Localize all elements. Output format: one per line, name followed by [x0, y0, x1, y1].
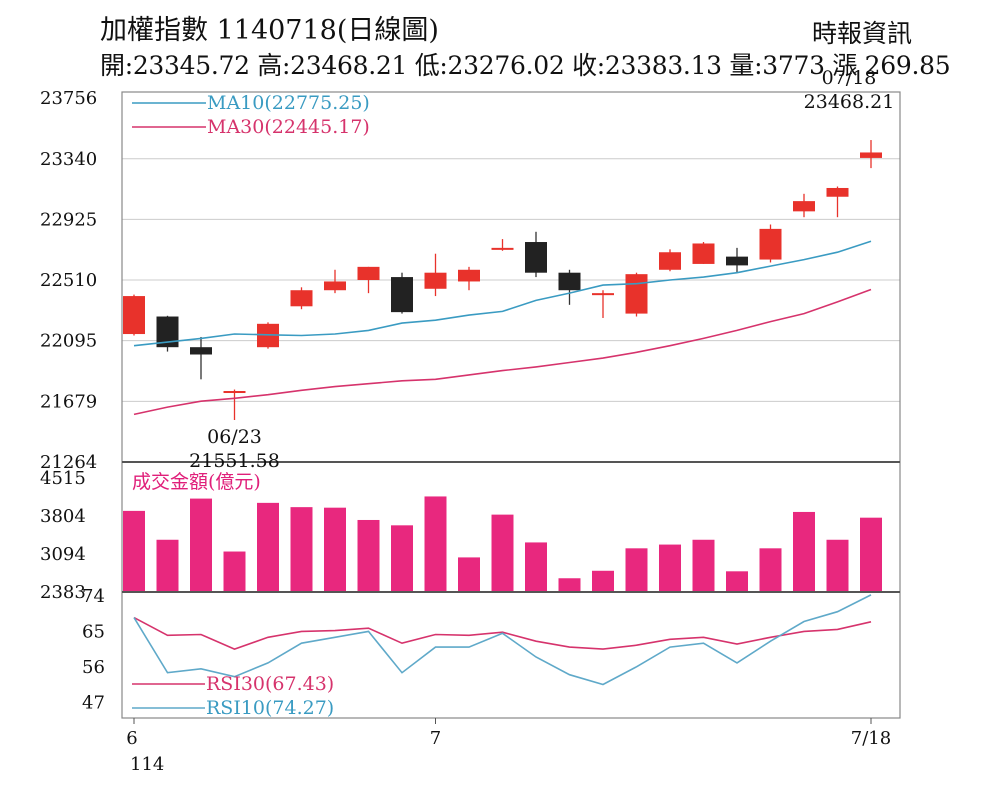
candle-body — [692, 243, 715, 264]
volume-panel-label: 成交金額(億元) — [132, 471, 261, 493]
rsi30-line — [133, 616, 872, 650]
candle-body — [592, 293, 614, 296]
price-panel — [123, 140, 882, 420]
volume-bar — [391, 525, 413, 592]
volume-bar — [860, 517, 882, 592]
candle-body — [357, 266, 380, 280]
candle-body — [391, 277, 413, 313]
volume-bar — [793, 511, 815, 592]
candle-body — [558, 272, 581, 291]
candle-annotation: 21551.58 — [189, 450, 280, 472]
price-tick-label: 23340 — [40, 149, 97, 170]
candle-body — [223, 391, 246, 394]
volume-bar — [424, 496, 447, 592]
candle-annotation: 23468.21 — [804, 91, 895, 113]
volume-bar — [458, 557, 480, 592]
volume-bar — [525, 542, 547, 592]
chart-frame — [121, 91, 901, 719]
frame-layer — [121, 91, 901, 724]
candle-body — [491, 247, 514, 250]
volume-tick-label: 3094 — [40, 544, 86, 565]
volume-bar — [257, 502, 279, 592]
candle-annotation: 07/18 — [822, 67, 877, 89]
rsi-panel — [133, 594, 872, 686]
candle-body — [860, 152, 882, 158]
volume-bar — [759, 548, 782, 592]
candle-body — [659, 252, 681, 270]
price-tick-label: 23756 — [40, 88, 97, 109]
candle-body — [525, 242, 547, 273]
candle-body — [123, 296, 145, 335]
volume-bar — [625, 548, 648, 592]
price-tick-label: 22925 — [40, 209, 97, 230]
price-tick-label: 22510 — [40, 270, 97, 291]
rsi-tick-label: 56 — [82, 657, 105, 678]
ohlc-summary: 開:23345.72 高:23468.21 低:23276.02 收:23383… — [100, 51, 951, 80]
volume-bar — [156, 539, 179, 592]
volume-tick-label: 2383 — [40, 582, 86, 603]
volume-bar — [726, 571, 748, 592]
candle-body — [156, 316, 179, 348]
text-layer: 21264 21679 22095 22510 22925 23340 23756 MA10(… — [40, 67, 894, 775]
volume-bar — [659, 544, 681, 592]
candle-body — [190, 347, 212, 355]
rsi-tick-label: 65 — [82, 621, 105, 642]
ma10-legend-label: MA10(22775.25) — [207, 92, 370, 114]
rsi-tick-label: 74 — [82, 586, 105, 607]
rsi-tick-label: 47 — [82, 692, 105, 713]
rsi30-legend-label: RSI30(67.43) — [206, 673, 334, 695]
ma30-line — [133, 288, 872, 416]
candle-body — [793, 201, 815, 212]
volume-bar — [558, 578, 581, 592]
volume-bar — [324, 507, 346, 592]
candle-body — [625, 274, 648, 314]
volume-panel — [123, 496, 882, 592]
price-tick-label: 21264 — [40, 452, 97, 473]
x-tick-label: 7/18 — [851, 728, 891, 749]
candle-body — [726, 256, 748, 266]
volume-bar — [190, 498, 212, 592]
candle-annotation: 06/23 — [207, 426, 262, 448]
volume-bar — [123, 510, 145, 592]
volume-bar — [290, 507, 313, 592]
candle-body — [458, 269, 480, 282]
candle-body — [826, 187, 849, 197]
candle-body — [759, 228, 782, 260]
grid-layer — [122, 158, 900, 402]
ma30-legend-label: MA30(22445.17) — [207, 116, 370, 138]
source-label: 時報資訊 — [811, 19, 912, 48]
x-tick-label: 6 — [126, 728, 137, 749]
volume-bar — [357, 519, 380, 592]
rsi10-line — [133, 594, 872, 686]
x-axis-year-label: 114 — [130, 754, 164, 775]
volume-bar — [491, 514, 514, 592]
price-tick-label: 21679 — [40, 391, 97, 412]
price-tick-label: 22095 — [40, 331, 97, 352]
candle-body — [324, 281, 346, 291]
x-tick-label: 7 — [430, 728, 441, 749]
volume-tick-label: 3804 — [40, 506, 86, 527]
chart-title: 加權指數 1140718(日線圖) — [100, 15, 439, 46]
volume-bar — [223, 551, 246, 592]
volume-bar — [692, 539, 715, 592]
candle-body — [290, 290, 313, 307]
rsi10-legend-label: RSI10(74.27) — [206, 697, 334, 719]
volume-tick-label: 4515 — [40, 468, 86, 489]
volume-bar — [826, 539, 849, 592]
volume-bar — [592, 570, 614, 592]
candle-body — [424, 272, 447, 289]
ma10-line — [133, 240, 872, 347]
